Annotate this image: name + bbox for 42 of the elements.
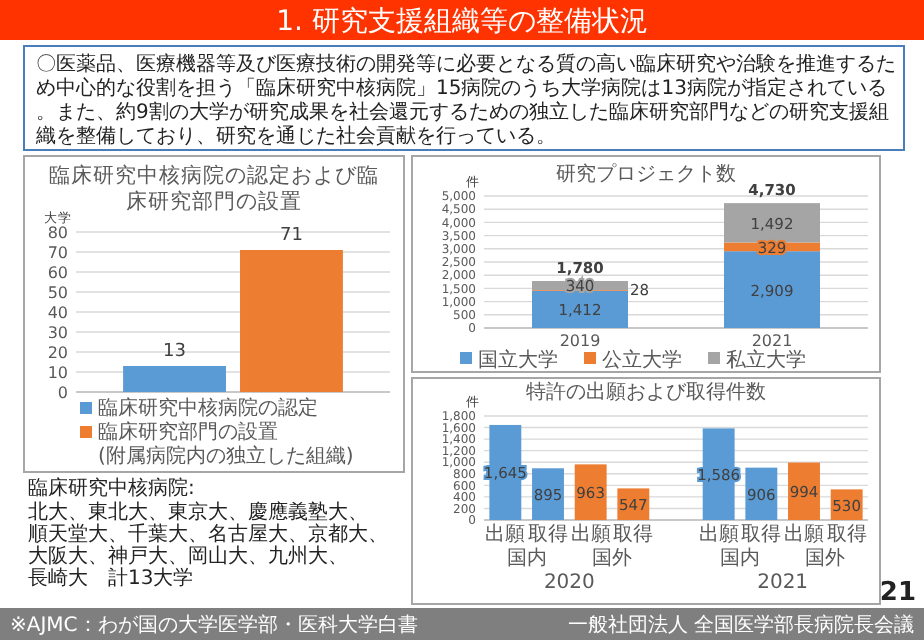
y-tick-label: 70 bbox=[47, 243, 68, 262]
x-tick-label: 出願 bbox=[698, 522, 739, 546]
x-tick-label: 取得 bbox=[613, 524, 654, 546]
y-tick-label: 60 bbox=[47, 263, 68, 282]
text: 国内 bbox=[506, 546, 547, 570]
legend-label: 公立大学 bbox=[602, 348, 682, 372]
x-tick-label: 取得 bbox=[528, 524, 568, 546]
data-label: 13 bbox=[163, 342, 186, 362]
y-tick-label: 20 bbox=[47, 343, 68, 362]
chart-title: 研究プロジェクト数 bbox=[556, 162, 736, 186]
chart-title: 特許の出願および取得件数 bbox=[526, 380, 766, 404]
y-tick-label: 0 bbox=[57, 383, 68, 402]
text: 2020 bbox=[543, 572, 595, 594]
legend-label: 臨床研究中核病院の認定 bbox=[98, 396, 318, 420]
data-label: 71 bbox=[280, 226, 303, 246]
text: (附属病院内の独立した組織) bbox=[98, 444, 354, 468]
x-tick-label: 出願 bbox=[485, 522, 526, 546]
text: 〇医薬品、医療機器等及び医療技術の開発等に必要となる質の高い臨床研究や治験を推進するため中心的な役割を担う「臨床研究中核病院」15病院のうち大学病院は13病院が指定されている。また、約9割の大学が研究成果を社会還元するための独立した臨床研究部門などの研究支援組織を整備しており、研究を通じた社会貢献を行っている。 bbox=[34, 52, 896, 148]
y-tick-label: 30 bbox=[47, 323, 68, 342]
x-tick-label: 取得 bbox=[741, 524, 782, 546]
legend-label: 国立大学 bbox=[478, 348, 558, 372]
text: 国内 bbox=[720, 546, 760, 570]
y-tick-label: 40 bbox=[47, 303, 68, 322]
x-tick-label: 2019 bbox=[559, 332, 601, 350]
y-tick-label: 10 bbox=[47, 363, 68, 382]
text: 北大、東北大、東京大、慶應義塾大、順天堂大、千葉大、名古屋大、京都大、大阪大、神戸大、岡山大、九州大、長崎大 計13大学 bbox=[28, 500, 388, 590]
x-tick-label: 出願 bbox=[570, 522, 611, 546]
text: ※AJMC：わが国の大学医学部・医科大学白書 bbox=[10, 613, 418, 637]
y-tick-label: 50 bbox=[47, 283, 68, 302]
legend-label: 臨床研究部門の設置 bbox=[98, 420, 278, 444]
text: 一般社団法人 全国医学部長病院長会議 bbox=[567, 613, 914, 637]
text: 臨床研究中核病院: bbox=[28, 476, 195, 500]
text: 国外 bbox=[805, 548, 846, 570]
x-tick-label: 取得 bbox=[826, 524, 867, 546]
text: 1. 研究支援組織等の整備状況 bbox=[276, 6, 648, 38]
y-tick-label: 80 bbox=[47, 223, 68, 242]
text: 21 bbox=[879, 578, 916, 608]
legend-label: 私立大学 bbox=[726, 348, 806, 372]
text: 2021 bbox=[757, 572, 809, 594]
text: 国外 bbox=[592, 548, 632, 570]
chart-title: 臨床研究中核病院の認定および臨床研究部門の設置 bbox=[49, 162, 379, 214]
x-tick-label: 出願 bbox=[784, 522, 824, 546]
